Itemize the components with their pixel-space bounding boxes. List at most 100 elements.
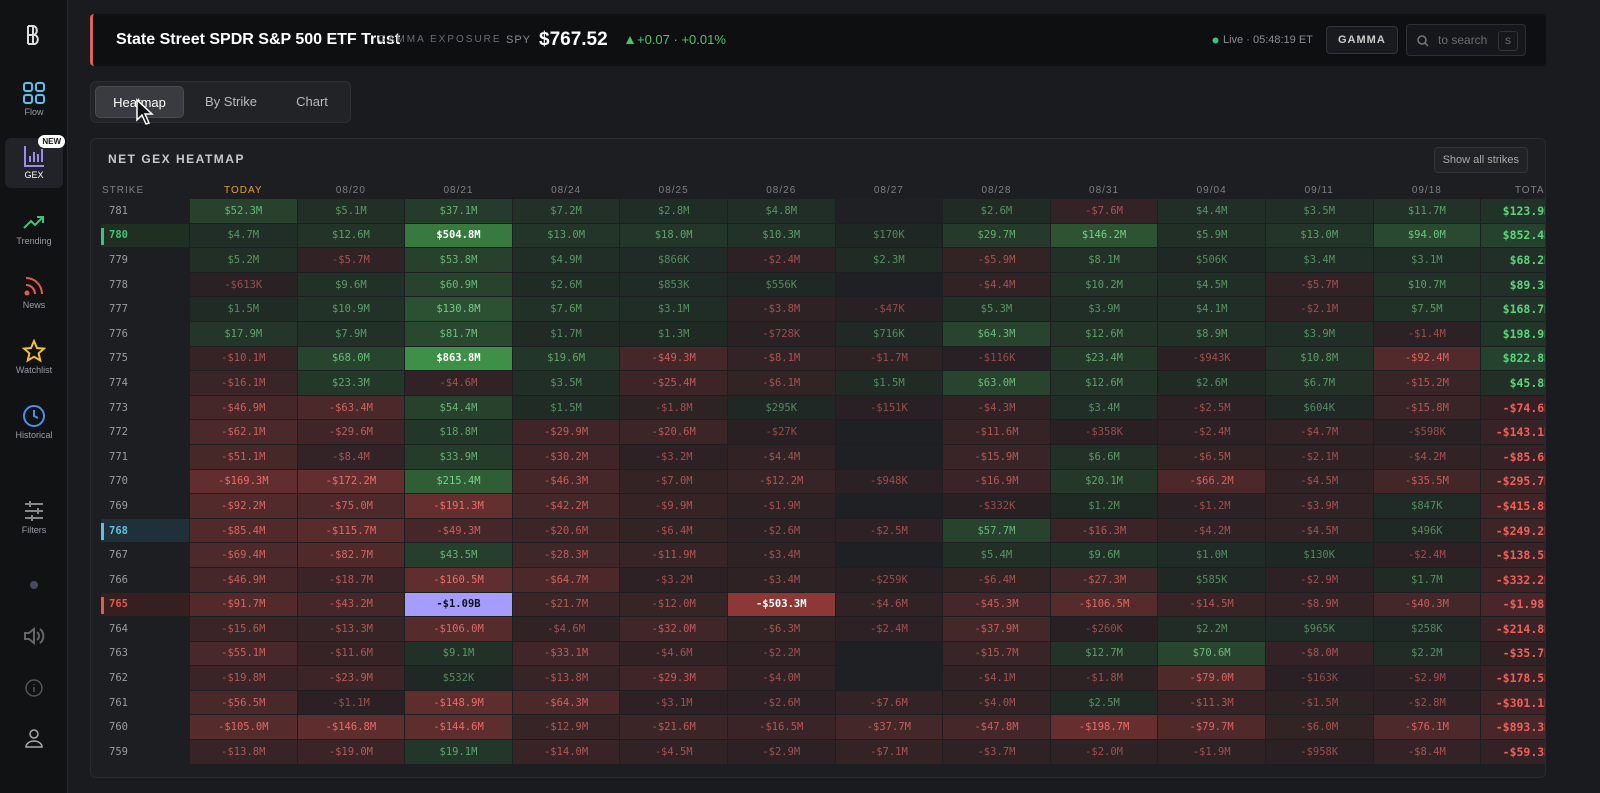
gex-cell: -$198.7M bbox=[1050, 715, 1158, 741]
gex-cell: -$613K bbox=[190, 272, 297, 298]
gex-cell: $23.4M bbox=[1050, 346, 1158, 372]
tab[interactable]: Chart bbox=[296, 94, 328, 109]
strike: 764 bbox=[101, 617, 189, 642]
strike: 773 bbox=[101, 396, 189, 421]
gex-cell bbox=[835, 641, 943, 667]
gex-cell: -$1.4M bbox=[1373, 321, 1481, 347]
gex-cell: -$160.5M bbox=[405, 567, 512, 593]
gex-cell: -$13.3M bbox=[297, 617, 405, 642]
strike-row: 775 -$10.1M $68.0M $863.8M $19.6M -$49.3M -$8.… bbox=[101, 346, 1545, 372]
cursor bbox=[136, 98, 154, 125]
gex-cell: -$4.6M bbox=[835, 592, 943, 618]
live-dot bbox=[1212, 37, 1219, 44]
strike-row: 772 -$62.1M -$29.6M $18.8M -$29.9M -$20.6M -$2… bbox=[101, 420, 1545, 445]
gex-cell: -$16.5M bbox=[727, 715, 835, 741]
gex-cell: $9.6M bbox=[1050, 543, 1158, 568]
gex-cell: -$598K bbox=[1373, 420, 1481, 445]
mode-button[interactable]: GAMMA bbox=[1326, 26, 1398, 54]
gex-cell: $965K bbox=[1265, 617, 1373, 642]
gex-cell: $3.5M bbox=[1265, 199, 1373, 224]
gex-cell: -$3.2M bbox=[620, 567, 727, 593]
nav-flow[interactable]: Flow bbox=[5, 75, 63, 125]
nav-watchlist[interactable]: Watchlist bbox=[5, 333, 63, 383]
info-icon[interactable] bbox=[24, 678, 44, 698]
search-box[interactable]: to search S bbox=[1406, 24, 1526, 56]
strike-row: 779 $5.2M -$5.7M $53.8M $4.9M $866K -$2.4M $2.3… bbox=[101, 248, 1545, 273]
gex-cell: $585K bbox=[1158, 567, 1265, 593]
strike-row: 777 $1.5M $10.9M $130.8M $7.6M $3.1M -$3.8M -$4… bbox=[101, 297, 1545, 322]
gex-cell: -$260K bbox=[1050, 617, 1158, 642]
gex-cell: $8.1M bbox=[1050, 248, 1158, 273]
gex-cell: -$11.6M bbox=[297, 641, 405, 667]
total: -$214.8M bbox=[1481, 617, 1545, 642]
nav-gex[interactable]: GEX NEW bbox=[5, 135, 65, 188]
gex-cell: -$6.1M bbox=[727, 371, 835, 396]
gex-cell: $2.2M bbox=[1373, 641, 1481, 667]
gex-cell: -$2.1M bbox=[1265, 297, 1373, 322]
gex-cell: -$63.4M bbox=[297, 395, 405, 421]
gex-cell: $3.9M bbox=[1265, 321, 1373, 347]
total: $45.8M bbox=[1481, 371, 1545, 396]
gex-cell: -$12.2M bbox=[727, 469, 835, 495]
gex-cell: $20.1M bbox=[1050, 469, 1158, 495]
gex-cell: $18.8M bbox=[405, 420, 512, 445]
gex-cell: -$4.2M bbox=[1158, 518, 1265, 544]
nav-trending[interactable]: Trending bbox=[5, 204, 63, 254]
total: -$1.98B bbox=[1481, 592, 1545, 618]
column-header: 08/27 bbox=[873, 184, 904, 196]
gex-cell: $3.1M bbox=[1373, 248, 1481, 273]
gex-cell: -$1.1M bbox=[297, 690, 405, 716]
gex-cell: -$7.6M bbox=[835, 690, 943, 716]
gex-cell: -$3.2M bbox=[620, 444, 727, 470]
panel-title: NET GEX HEATMAP bbox=[108, 152, 245, 166]
heatmap-table: STRIKE TODAY 08/20 08/21 08/24 08/25 08/26 08/2… bbox=[100, 181, 1545, 765]
status-dot bbox=[30, 581, 38, 589]
strike: 770 bbox=[101, 470, 189, 495]
gex-cell: $10.2M bbox=[1050, 272, 1158, 298]
gex-cell: $53.8M bbox=[405, 248, 512, 273]
gex-cell: -$47.8M bbox=[943, 715, 1050, 741]
gex-cell: $3.4M bbox=[1050, 395, 1158, 421]
nav-label: Watchlist bbox=[15, 365, 53, 375]
gex-cell: $63.0M bbox=[943, 371, 1050, 396]
gex-cell: $8.9M bbox=[1158, 321, 1265, 347]
gex-cell: -$43.2M bbox=[297, 592, 405, 618]
nav-news[interactable]: News bbox=[5, 268, 63, 318]
row-marker bbox=[101, 596, 104, 614]
total: -$85.6M bbox=[1481, 444, 1545, 470]
sound-icon[interactable] bbox=[22, 625, 46, 647]
gex-cell: $532K bbox=[405, 666, 512, 691]
gex-cell: -$106.5M bbox=[1050, 592, 1158, 618]
gex-cell: -$9.9M bbox=[620, 494, 727, 519]
gex-cell: -$2.4M bbox=[727, 248, 835, 273]
gex-cell: -$8.0M bbox=[1265, 641, 1373, 667]
gex-cell: -$2.4M bbox=[835, 617, 943, 642]
column-header: 08/28 bbox=[981, 184, 1012, 196]
gex-cell bbox=[835, 272, 943, 298]
gex-cell: -$1.2M bbox=[1158, 494, 1265, 519]
gex-cell: -$4.0M bbox=[943, 690, 1050, 716]
gex-cell: -$40.3M bbox=[1373, 592, 1481, 618]
gex-cell: -$64.3M bbox=[512, 690, 620, 716]
gex-cell: $18.0M bbox=[620, 223, 727, 249]
strike: 772 bbox=[101, 420, 189, 445]
price-change: +0.07 · +0.01% bbox=[637, 32, 726, 47]
gex-cell: -$2.9M bbox=[1373, 666, 1481, 691]
user-icon[interactable] bbox=[24, 728, 44, 748]
gex-cell: $1.2M bbox=[1050, 494, 1158, 519]
gex-cell: $1.0M bbox=[1158, 543, 1265, 568]
gex-cell: $9.1M bbox=[405, 641, 512, 667]
strike-row: 768 -$85.4M -$115.7M -$49.3M -$20.6M -$6.4M -$… bbox=[101, 518, 1545, 544]
strike-row: 759 -$13.8M -$19.0M $19.1M -$14.0M -$4.5M -$2.… bbox=[101, 740, 1545, 765]
gex-cell bbox=[835, 420, 943, 445]
nav-filters[interactable]: Filters bbox=[5, 493, 63, 543]
gex-cell: -$49.3M bbox=[405, 518, 512, 544]
gex-cell: $13.0M bbox=[1265, 223, 1373, 249]
nav-historical[interactable]: Historical bbox=[5, 398, 63, 448]
gex-cell: $853K bbox=[620, 272, 727, 298]
show-all-button[interactable]: Show all strikes bbox=[1433, 147, 1528, 173]
tab[interactable]: By Strike bbox=[204, 94, 257, 109]
gex-cell: -$46.3M bbox=[512, 469, 620, 495]
subtitle: GAMMA EXPOSURE bbox=[378, 34, 502, 45]
gex-cell: -$8.9M bbox=[1265, 592, 1373, 618]
